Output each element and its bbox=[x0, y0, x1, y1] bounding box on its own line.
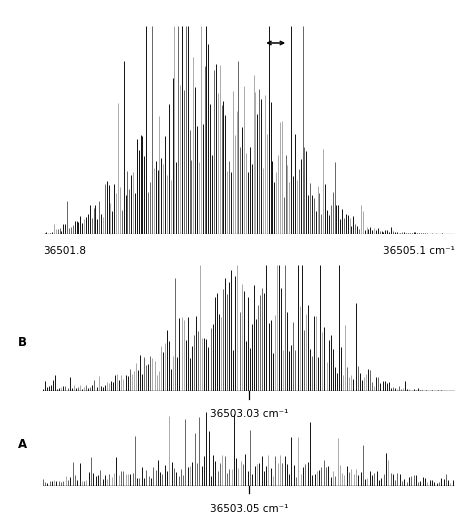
Text: 36505.1 cm⁻¹: 36505.1 cm⁻¹ bbox=[383, 246, 455, 256]
Text: A: A bbox=[18, 438, 27, 452]
Text: B: B bbox=[18, 336, 27, 349]
Text: 36503.03 cm⁻¹: 36503.03 cm⁻¹ bbox=[210, 409, 288, 419]
Text: 36501.8: 36501.8 bbox=[43, 246, 86, 256]
Text: 36503.05 cm⁻¹: 36503.05 cm⁻¹ bbox=[210, 503, 288, 513]
